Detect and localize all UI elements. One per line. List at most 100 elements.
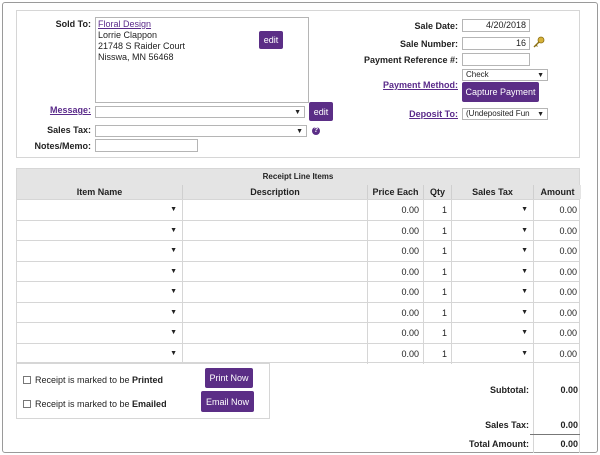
sales-tax-select[interactable]: ▼ xyxy=(452,200,534,220)
payment-reference-input[interactable] xyxy=(462,53,530,66)
key-icon[interactable] xyxy=(533,36,545,48)
price-each-input[interactable]: 0.00 xyxy=(368,200,424,220)
printed-label: Receipt is marked to be Printed xyxy=(35,375,163,385)
subtotal-value: 0.00 xyxy=(560,385,578,395)
sales-tax-select[interactable]: ▼ xyxy=(452,302,534,323)
edit-address-button[interactable]: edit xyxy=(259,31,283,49)
total-amount-value: 0.00 xyxy=(560,439,578,449)
sold-to-label: Sold To: xyxy=(55,19,91,29)
message-select[interactable]: ▼ xyxy=(95,106,305,118)
customer-link[interactable]: Floral Design xyxy=(98,19,152,29)
table-row: ▼ 0.00 1 ▼ 0.00 xyxy=(17,301,579,323)
caret-down-icon: ▼ xyxy=(521,308,528,316)
sales-tax-select[interactable]: ▼ xyxy=(452,220,534,241)
amount-value: 0.00 xyxy=(559,205,577,215)
description-input[interactable] xyxy=(183,241,368,261)
price-each-input[interactable]: 0.00 xyxy=(368,323,424,343)
caret-down-icon: ▼ xyxy=(521,267,528,275)
price-each-input[interactable]: 0.00 xyxy=(368,302,424,323)
sale-number-label: Sale Number: xyxy=(399,39,458,49)
qty-input[interactable]: 1 xyxy=(424,282,452,302)
qty-input[interactable]: 1 xyxy=(424,343,452,364)
payment-method-select[interactable]: Check ▼ xyxy=(462,69,548,81)
email-now-button[interactable]: Email Now xyxy=(201,391,254,412)
sold-to-address-box[interactable]: Floral Design Lorrie Clappon 21748 S Rai… xyxy=(95,17,309,103)
item-name-select[interactable]: ▼ xyxy=(17,323,183,343)
emailed-label: Receipt is marked to be Emailed xyxy=(35,399,167,409)
sales-tax-select[interactable]: ▼ xyxy=(452,261,534,282)
price-each-input[interactable]: 0.00 xyxy=(368,220,424,241)
table-row: ▼ 0.00 1 ▼ 0.00 xyxy=(17,219,579,241)
item-name-select[interactable]: ▼ xyxy=(17,200,183,220)
total-amount-label: Total Amount: xyxy=(469,439,529,449)
caret-down-icon: ▼ xyxy=(296,128,303,135)
sales-tax-select[interactable]: ▼ xyxy=(452,282,534,302)
item-name-select[interactable]: ▼ xyxy=(17,261,183,282)
caret-down-icon: ▼ xyxy=(521,288,528,295)
qty-input[interactable]: 1 xyxy=(424,323,452,343)
amount-value: 0.00 xyxy=(559,225,577,236)
subtotal-label: Subtotal: xyxy=(490,385,529,395)
sales-tax-select[interactable]: ▼ xyxy=(452,323,534,343)
address-line-1: Lorrie Clappon xyxy=(98,30,158,40)
sales-tax-select[interactable]: ▼ xyxy=(95,125,307,137)
price-each-input[interactable]: 0.00 xyxy=(368,282,424,302)
item-name-select[interactable]: ▼ xyxy=(17,302,183,323)
notes-memo-input[interactable] xyxy=(95,139,198,152)
table-row: ▼ 0.00 1 ▼ 0.00 xyxy=(17,281,579,302)
description-input[interactable] xyxy=(183,200,368,220)
column-header-item-name: Item Name xyxy=(17,185,183,199)
item-name-select[interactable]: ▼ xyxy=(17,343,183,364)
description-input[interactable] xyxy=(183,220,368,241)
caret-down-icon: ▼ xyxy=(294,109,301,116)
price-each-input[interactable]: 0.00 xyxy=(368,241,424,261)
sale-number-input[interactable]: 16 xyxy=(462,37,530,50)
notes-memo-label: Notes/Memo: xyxy=(34,141,91,151)
receipt-delivery-box: Receipt is marked to be Printed Print No… xyxy=(16,363,270,419)
sales-tax-select[interactable]: ▼ xyxy=(452,343,534,364)
edit-message-button[interactable]: edit xyxy=(309,102,333,121)
qty-input[interactable]: 1 xyxy=(424,241,452,261)
caret-down-icon: ▼ xyxy=(170,349,177,357)
printed-checkbox[interactable] xyxy=(23,376,31,384)
totals-column xyxy=(533,363,580,453)
description-input[interactable] xyxy=(183,343,368,364)
qty-input[interactable]: 1 xyxy=(424,200,452,220)
sale-date-input[interactable]: 4/20/2018 xyxy=(462,19,530,32)
item-name-select[interactable]: ▼ xyxy=(17,282,183,302)
table-row: ▼ 0.00 1 ▼ 0.00 xyxy=(17,199,579,220)
capture-payment-button[interactable]: Capture Payment xyxy=(462,82,539,102)
table-row: ▼ 0.00 1 ▼ 0.00 xyxy=(17,322,579,343)
qty-input[interactable]: 1 xyxy=(424,302,452,323)
qty-input[interactable]: 1 xyxy=(424,261,452,282)
caret-down-icon: ▼ xyxy=(521,226,528,234)
message-link[interactable]: Message: xyxy=(49,105,91,115)
item-name-select[interactable]: ▼ xyxy=(17,220,183,241)
question-icon[interactable]: ? xyxy=(312,127,320,135)
caret-down-icon: ▼ xyxy=(170,206,177,213)
deposit-to-link[interactable]: Deposit To: xyxy=(409,109,458,119)
sales-tax-total-label: Sales Tax: xyxy=(485,420,529,430)
sale-date-label: Sale Date: xyxy=(414,21,458,31)
emailed-checkbox[interactable] xyxy=(23,400,31,408)
print-now-button[interactable]: Print Now xyxy=(205,368,253,388)
description-input[interactable] xyxy=(183,282,368,302)
description-input[interactable] xyxy=(183,302,368,323)
sales-tax-total-value: 0.00 xyxy=(560,420,578,430)
emailed-label-prefix: Receipt is marked to be xyxy=(35,399,133,409)
sales-tax-label: Sales Tax: xyxy=(47,125,91,135)
description-input[interactable] xyxy=(183,323,368,343)
description-input[interactable] xyxy=(183,261,368,282)
column-header-price-each: Price Each xyxy=(368,185,424,199)
deposit-to-select[interactable]: (Undeposited Fun ▼ xyxy=(462,108,548,120)
payment-method-link[interactable]: Payment Method: xyxy=(382,80,458,90)
qty-input[interactable]: 1 xyxy=(424,220,452,241)
sales-tax-select[interactable]: ▼ xyxy=(452,241,534,261)
caret-down-icon: ▼ xyxy=(170,226,177,234)
price-each-input[interactable]: 0.00 xyxy=(368,343,424,364)
item-name-select[interactable]: ▼ xyxy=(17,241,183,261)
price-each-input[interactable]: 0.00 xyxy=(368,261,424,282)
emailed-label-word: Emailed xyxy=(132,399,167,409)
caret-down-icon: ▼ xyxy=(521,247,528,254)
amount-value: 0.00 xyxy=(559,348,577,359)
